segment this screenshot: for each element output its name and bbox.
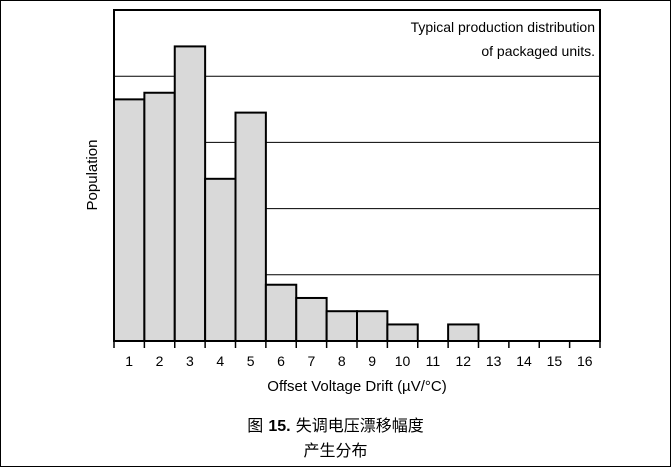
caption-title: 失调电压漂移幅度	[290, 416, 424, 435]
bar-6	[264, 283, 298, 343]
y-axis-label: Population	[84, 140, 101, 211]
figure-caption: 图 15. 失调电压漂移幅度	[0, 412, 671, 436]
x-tick-label-5: 5	[247, 353, 255, 369]
bar-4	[204, 177, 237, 342]
x-tick-label-15: 15	[547, 353, 563, 369]
annotation-background	[352, 14, 596, 64]
bar-2	[143, 91, 176, 342]
x-tick-label-7: 7	[308, 353, 316, 369]
bar-7	[295, 296, 328, 342]
annotation-line-1: Typical production distribution	[411, 19, 595, 35]
caption-prefix: 图	[247, 416, 269, 435]
x-ticks	[113, 341, 601, 348]
x-tick-label-4: 4	[216, 353, 224, 369]
x-tick-label-14: 14	[516, 353, 532, 369]
bar-9	[356, 310, 389, 342]
x-tick-label-2: 2	[156, 353, 164, 369]
bar-8	[325, 310, 358, 342]
x-tick-label-9: 9	[368, 353, 376, 369]
figure-caption-line-2: 产生分布	[303, 441, 368, 460]
x-tick-label-6: 6	[277, 353, 285, 369]
figure-number: 15.	[268, 418, 291, 435]
bar-3	[173, 45, 207, 342]
bar-12	[447, 323, 480, 343]
x-tick-label-10: 10	[395, 353, 411, 369]
x-tick-label-11: 11	[426, 353, 441, 369]
x-tick-label-12: 12	[456, 353, 472, 369]
bar-1	[113, 98, 146, 343]
x-tick-label-16: 16	[577, 353, 593, 369]
x-tick-labels: 1 2 3 4 5 6 7 8 9 10 11 12 13 14 15 16	[125, 353, 593, 369]
x-tick-label-8: 8	[338, 353, 346, 369]
bar-10	[386, 323, 419, 343]
x-axis-label: Offset Voltage Drift (µV/°C)	[267, 378, 446, 395]
annotation-line-2: of packaged units.	[481, 43, 595, 59]
bar-5	[234, 111, 267, 342]
bars	[113, 45, 480, 343]
histogram-chart: 1 2 3 4 5 6 7 8 9 10 11 12 13 14 15 16 Typical producti…	[84, 9, 601, 395]
x-tick-label-3: 3	[186, 353, 194, 369]
x-tick-label-13: 13	[486, 353, 502, 369]
x-tick-label-1: 1	[125, 353, 133, 369]
